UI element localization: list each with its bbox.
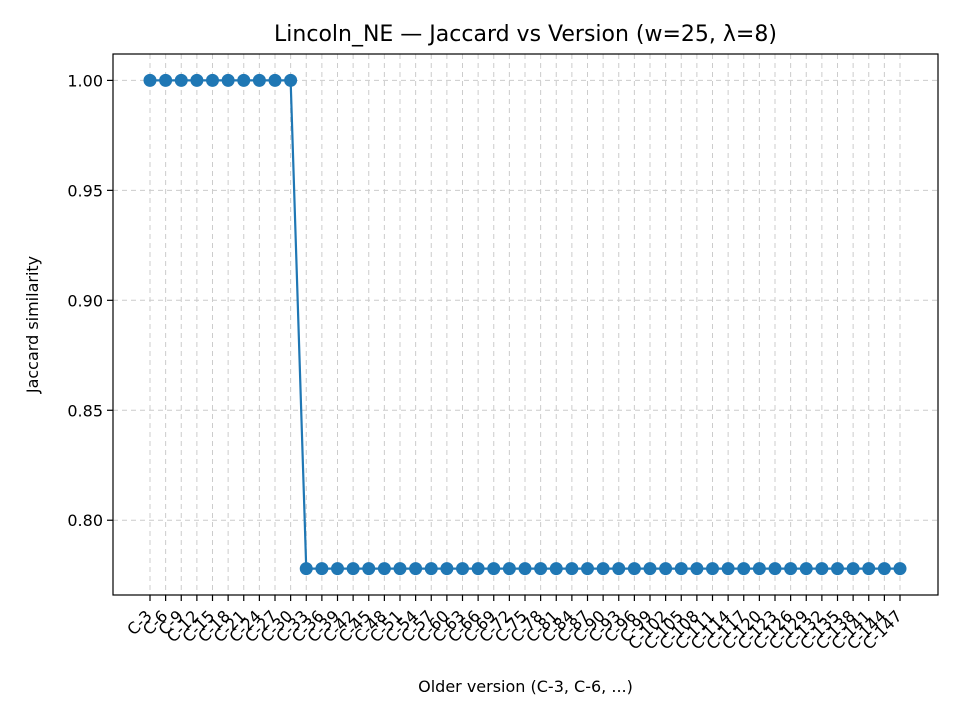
data-point (190, 73, 204, 87)
data-point (643, 562, 657, 576)
data-point (752, 562, 766, 576)
data-point (674, 562, 688, 576)
y-tick-label: 0.95 (67, 181, 103, 200)
data-point (393, 562, 407, 576)
data-point (346, 562, 360, 576)
data-point (784, 562, 798, 576)
data-point (627, 562, 641, 576)
data-point (502, 562, 516, 576)
data-point (737, 562, 751, 576)
data-point (174, 73, 188, 87)
data-point (690, 562, 704, 576)
data-point (581, 562, 594, 576)
chart-title: Lincoln_NE — Jaccard vs Version (w=25, λ… (274, 22, 777, 47)
data-point (831, 562, 844, 576)
data-point (862, 562, 876, 576)
data-point (659, 562, 673, 576)
data-point (377, 562, 391, 576)
data-point (159, 73, 173, 87)
y-tick-label: 0.90 (67, 291, 103, 310)
data-point (440, 562, 454, 576)
data-point (284, 73, 298, 87)
data-point (877, 562, 891, 576)
data-point (487, 562, 501, 576)
data-point (331, 562, 344, 576)
data-point (846, 562, 860, 576)
data-point (456, 562, 469, 576)
data-point (799, 562, 813, 576)
data-point (768, 562, 782, 576)
data-point (268, 73, 282, 87)
data-point (565, 562, 579, 576)
grid (113, 54, 938, 595)
data-point (815, 562, 829, 576)
series-jaccard (143, 73, 907, 576)
data-point (362, 562, 376, 576)
data-point (706, 562, 719, 576)
data-point (549, 562, 563, 576)
data-point (206, 73, 219, 87)
data-point (893, 562, 907, 576)
y-axis-label: Jaccard similarity (23, 256, 42, 394)
plot-area-frame (112, 53, 939, 596)
data-point (471, 562, 485, 576)
data-point (237, 73, 251, 87)
data-point (534, 562, 548, 576)
data-point (143, 73, 157, 87)
data-point (409, 562, 423, 576)
y-tick-label: 0.85 (67, 401, 103, 420)
data-point (612, 562, 626, 576)
y-axis-ticks: 0.80 0.85 0.90 0.95 1.00 (67, 71, 113, 530)
data-point (252, 73, 266, 87)
data-point (299, 562, 313, 576)
y-tick-label: 0.80 (67, 511, 103, 530)
data-point (424, 562, 438, 576)
x-axis-label: Older version (C-3, C-6, ...) (418, 677, 633, 696)
data-point (518, 562, 532, 576)
y-tick-label: 1.00 (67, 71, 103, 90)
data-point (721, 562, 735, 576)
data-point (596, 562, 610, 576)
data-point (221, 73, 235, 87)
data-point (315, 562, 329, 576)
x-axis-ticks: C-3C-6C-9C-12C-15C-18C-21C-24C-27C-30C-3… (123, 595, 906, 653)
